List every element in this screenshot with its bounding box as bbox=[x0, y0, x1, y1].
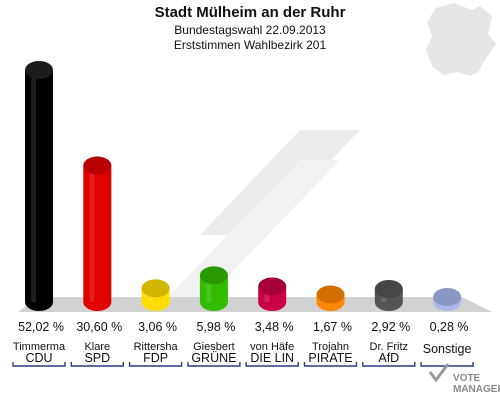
value-label: 30,60 % bbox=[76, 320, 122, 334]
candidate-label: Trojahn bbox=[312, 341, 349, 353]
party-underline bbox=[128, 362, 183, 367]
bar-top bbox=[199, 266, 228, 285]
party-label: Sonstige bbox=[423, 342, 472, 356]
party-underline bbox=[187, 362, 241, 367]
party-label: CDU bbox=[25, 351, 52, 365]
bar-afd bbox=[374, 279, 403, 311]
bar-highlight bbox=[89, 165, 95, 302]
bar-body bbox=[25, 70, 53, 311]
germany-map-icon bbox=[426, 3, 496, 76]
chart-subtitle-date: Bundestagswahl 22.09.2013 bbox=[174, 23, 326, 37]
candidate-label: Dr. Fritz bbox=[370, 341, 409, 353]
bar-top bbox=[374, 279, 403, 298]
party-underline bbox=[12, 362, 66, 367]
party-label: PIRATE bbox=[308, 351, 352, 365]
bar-top bbox=[258, 277, 287, 296]
bar-sonstige bbox=[433, 288, 462, 311]
party-underline bbox=[245, 362, 299, 367]
value-label: 52,02 % bbox=[18, 320, 64, 334]
value-label: 2,92 % bbox=[371, 320, 410, 334]
value-label: 0,28 % bbox=[430, 320, 469, 334]
bar-spd bbox=[83, 156, 112, 311]
bar-top bbox=[25, 61, 53, 79]
chart-subtitle-district: Erststimmen Wahlbezirk 201 bbox=[174, 38, 327, 52]
candidate-label: Timmerma bbox=[13, 341, 66, 353]
bar-body bbox=[83, 165, 112, 311]
bar-top bbox=[83, 156, 112, 175]
candidate-label: Rittersha bbox=[134, 341, 179, 353]
party-label: DIE LIN bbox=[250, 351, 294, 365]
logo-text-manager: MANAGER bbox=[453, 384, 500, 395]
party-underline bbox=[362, 362, 416, 367]
bar-highlight bbox=[31, 70, 37, 302]
party-underline bbox=[303, 362, 358, 367]
party-label: FDP bbox=[143, 351, 168, 365]
party-label: GRÜNE bbox=[191, 351, 236, 365]
bar-highlight bbox=[206, 275, 212, 302]
value-label: 1,67 % bbox=[313, 320, 352, 334]
ballot-check-icon bbox=[428, 363, 450, 383]
candidate-label: Giesbert bbox=[193, 341, 235, 353]
value-label: 3,48 % bbox=[255, 320, 294, 334]
value-label: 5,98 % bbox=[196, 320, 235, 334]
chart-title: Stadt Mülheim an der Ruhr bbox=[155, 4, 346, 21]
bar-fdp bbox=[141, 279, 170, 311]
bar-body bbox=[199, 275, 228, 311]
value-label: 3,06 % bbox=[138, 320, 177, 334]
background-stripe-2 bbox=[160, 160, 340, 305]
bar-series bbox=[25, 61, 462, 311]
party-label: AfD bbox=[378, 351, 399, 365]
bar-die-lin bbox=[258, 277, 287, 311]
vote-manager-logo: VOTE MANAGER bbox=[428, 363, 500, 395]
party-label: SPD bbox=[84, 351, 110, 365]
bar-pirate bbox=[316, 285, 345, 311]
logo-text-vote: VOTE bbox=[453, 373, 481, 384]
bar-top bbox=[316, 285, 345, 304]
floor-plane bbox=[18, 297, 492, 312]
bar-gr-ne bbox=[199, 266, 228, 311]
candidate-label: Klare bbox=[84, 341, 110, 353]
party-underline bbox=[70, 362, 124, 367]
bar-top bbox=[433, 288, 462, 306]
candidate-label: von Häfe bbox=[250, 341, 294, 353]
bar-cdu bbox=[25, 61, 53, 311]
bar-top bbox=[141, 279, 170, 298]
